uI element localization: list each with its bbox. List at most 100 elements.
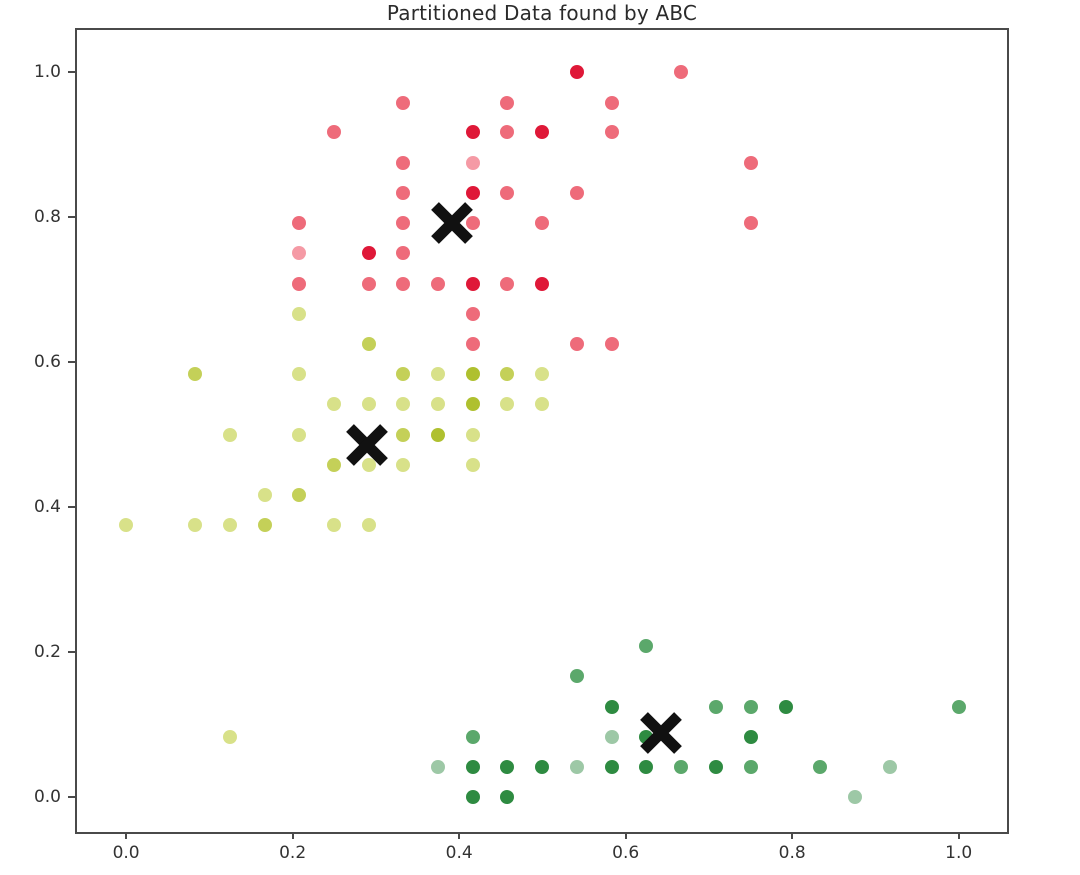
data-point-cluster-red: [466, 186, 481, 201]
data-point-cluster-red: [466, 125, 481, 140]
data-point-cluster-green: [812, 759, 827, 774]
data-point-cluster-red: [535, 215, 550, 230]
data-point-cluster-green: [604, 730, 619, 744]
plot-frame: [75, 28, 1009, 834]
data-point-cluster-red: [292, 276, 307, 291]
data-point-cluster-yellow: [292, 367, 307, 382]
data-point-cluster-yellow: [362, 458, 377, 473]
data-point-cluster-red: [292, 215, 307, 230]
data-point-cluster-red: [743, 155, 758, 170]
data-point-cluster-yellow: [292, 427, 307, 442]
data-point-cluster-green: [882, 759, 897, 774]
data-point-cluster-green: [431, 759, 446, 774]
data-point-cluster-yellow: [466, 367, 481, 382]
data-point-cluster-red: [466, 215, 481, 230]
data-point-cluster-yellow: [188, 518, 203, 533]
x-tick-label: 0.8: [778, 843, 806, 863]
data-point-cluster-green: [500, 759, 515, 774]
data-point-cluster-red: [500, 125, 515, 140]
x-marker-icon: [345, 423, 388, 466]
y-tick-label: 1.0: [33, 62, 61, 83]
data-point-cluster-red: [500, 186, 515, 201]
data-point-cluster-green: [466, 759, 481, 774]
data-point-cluster-green: [570, 669, 585, 684]
data-point-cluster-red: [500, 276, 515, 291]
data-point-cluster-red: [466, 155, 481, 170]
data-point-cluster-red: [396, 155, 411, 170]
data-point-cluster-yellow: [431, 367, 446, 382]
data-point-cluster-red: [431, 276, 446, 291]
data-point-cluster-green: [535, 759, 550, 774]
data-point-cluster-green: [743, 699, 758, 714]
y-tick-mark: [68, 216, 75, 219]
data-point-cluster-red: [604, 125, 619, 140]
centroid-marker: [343, 421, 391, 469]
y-tick-label: 0.2: [33, 642, 61, 663]
data-point-cluster-yellow: [223, 730, 238, 744]
data-point-cluster-red: [535, 276, 550, 291]
data-point-cluster-red: [466, 306, 481, 321]
y-tick-mark: [68, 361, 75, 364]
data-point-cluster-red: [604, 95, 619, 110]
x-tick-label: 0.4: [445, 843, 473, 863]
x-tick-mark: [291, 832, 294, 839]
data-point-cluster-yellow: [327, 397, 342, 412]
data-point-cluster-green: [743, 759, 758, 774]
data-point-cluster-yellow: [292, 306, 307, 321]
data-point-cluster-yellow: [327, 518, 342, 533]
x-tick-mark: [458, 832, 461, 839]
x-marker-icon: [430, 201, 473, 244]
data-point-cluster-yellow: [396, 367, 411, 382]
data-point-cluster-yellow: [500, 397, 515, 412]
data-point-cluster-red: [535, 125, 550, 140]
data-point-cluster-yellow: [362, 336, 377, 351]
centroid-marker: [637, 709, 685, 757]
data-point-cluster-yellow: [362, 397, 377, 412]
y-tick-label: 0.6: [33, 352, 61, 373]
y-tick-label: 0.4: [33, 497, 61, 518]
x-tick-label: 0.6: [612, 843, 640, 863]
data-point-cluster-yellow: [258, 518, 273, 533]
data-point-cluster-red: [327, 125, 342, 140]
data-point-cluster-yellow: [466, 458, 481, 473]
y-tick-mark: [68, 651, 75, 654]
x-tick-label: 1.0: [945, 843, 973, 863]
data-point-cluster-red: [674, 65, 689, 80]
data-point-cluster-yellow: [188, 367, 203, 382]
data-point-cluster-red: [500, 95, 515, 110]
data-point-cluster-green: [847, 790, 862, 805]
data-point-cluster-green: [778, 699, 793, 714]
data-point-cluster-yellow: [431, 397, 446, 412]
data-point-cluster-green: [743, 730, 758, 744]
x-tick-mark: [624, 832, 627, 839]
data-point-cluster-green: [604, 759, 619, 774]
chart-title: Partitioned Data found by ABC: [386, 1, 698, 25]
x-tick-mark: [957, 832, 960, 839]
data-point-cluster-green: [466, 730, 481, 744]
y-tick-label: 0.8: [33, 207, 61, 228]
data-point-cluster-yellow: [362, 518, 377, 533]
data-point-cluster-red: [362, 246, 377, 261]
data-point-cluster-red: [396, 276, 411, 291]
data-point-cluster-yellow: [223, 518, 238, 533]
data-point-cluster-red: [396, 215, 411, 230]
data-point-cluster-green: [500, 790, 515, 805]
x-tick-label: 0.2: [279, 843, 307, 863]
data-point-cluster-green: [708, 759, 723, 774]
data-point-cluster-yellow: [119, 518, 134, 533]
data-point-cluster-red: [604, 336, 619, 351]
data-point-cluster-yellow: [535, 367, 550, 382]
y-tick-mark: [68, 506, 75, 509]
y-tick-label: 0.0: [33, 787, 61, 808]
data-point-cluster-red: [362, 276, 377, 291]
data-point-cluster-red: [396, 186, 411, 201]
data-point-cluster-red: [570, 186, 585, 201]
data-point-cluster-yellow: [223, 427, 238, 442]
data-point-cluster-yellow: [431, 427, 446, 442]
data-point-cluster-green: [570, 759, 585, 774]
data-point-cluster-yellow: [466, 397, 481, 412]
data-point-cluster-green: [639, 639, 654, 654]
data-point-cluster-yellow: [327, 458, 342, 473]
data-point-cluster-red: [396, 246, 411, 261]
